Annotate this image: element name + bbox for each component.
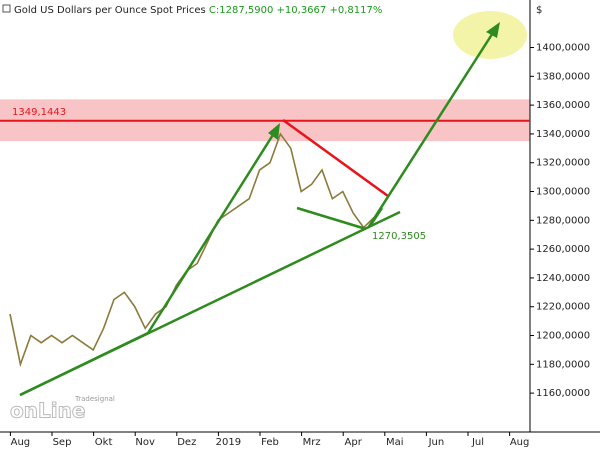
- y-tick-label: 1240,0000: [536, 273, 590, 284]
- y-tick-label: 1260,0000: [536, 244, 590, 255]
- title: Gold US Dollars per Ounce Spot Prices: [14, 5, 206, 16]
- y-tick-label: 1360,0000: [536, 100, 590, 111]
- price-line: [9, 132, 375, 368]
- x-tick-label: Jun: [428, 437, 445, 448]
- x-tick-label: Dez: [177, 437, 196, 448]
- y-tick-label: 1200,0000: [536, 331, 590, 342]
- logo-small: Tradesignal: [74, 395, 115, 403]
- y-tick-label: 1280,0000: [536, 215, 590, 226]
- change-pct: +0,8117%: [329, 5, 382, 16]
- y-tick-label: 1300,0000: [536, 187, 590, 198]
- x-tick-label: Aug: [510, 437, 530, 448]
- arrow-head: [486, 22, 500, 38]
- resistance-trend: [282, 118, 389, 198]
- x-tick-label: Aug: [11, 437, 31, 448]
- y-unit: $: [536, 5, 542, 16]
- low-label: 1270,3505: [372, 231, 426, 242]
- y-tick-label: 1220,0000: [536, 302, 590, 313]
- x-tick-label: Sep: [53, 437, 72, 448]
- series-icon: [2, 4, 11, 13]
- x-tick-label: Jul: [471, 437, 484, 448]
- y-tick-label: 1320,0000: [536, 158, 590, 169]
- header: Gold US Dollars per Ounce Spot Prices C:…: [14, 5, 382, 16]
- y-tick-label: 1380,0000: [536, 71, 590, 82]
- last-close: C:1287,5900: [209, 5, 273, 16]
- y-tick-label: 1160,0000: [536, 388, 590, 399]
- y-tick-label: 1180,0000: [536, 359, 590, 370]
- x-tick-label: Mai: [386, 437, 404, 448]
- target-highlight: [453, 11, 527, 59]
- logo-big: onLine: [10, 399, 85, 423]
- x-tick-label: Apr: [345, 437, 363, 448]
- resistance-label: 1349,1443: [12, 107, 66, 118]
- x-tick-label: Nov: [135, 437, 155, 448]
- y-tick-label: 1400,0000: [536, 43, 590, 54]
- trend-line: [19, 331, 149, 397]
- trend-arrow: [146, 129, 278, 334]
- x-tick-label: Okt: [95, 437, 113, 448]
- x-tick-label: Mrz: [303, 437, 321, 448]
- y-tick-label: 1340,0000: [536, 129, 590, 140]
- trend-line: [296, 206, 367, 231]
- arrow-head: [268, 123, 280, 140]
- change: +10,3667: [277, 5, 327, 16]
- x-tick-label: 2019: [216, 437, 241, 448]
- x-tick-label: Feb: [261, 437, 279, 448]
- trend-arrow: [368, 207, 384, 227]
- trend-arrow: [366, 27, 498, 229]
